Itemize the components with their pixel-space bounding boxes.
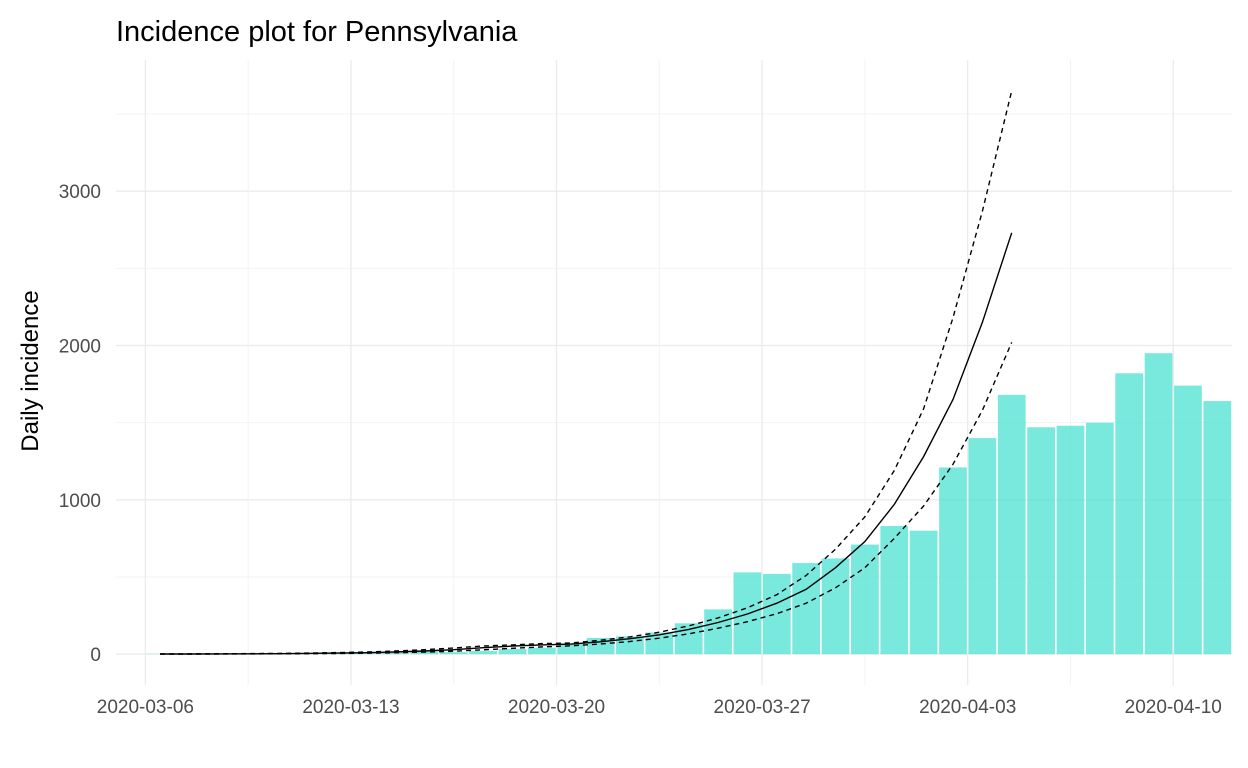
y-tick-label: 0 — [90, 645, 101, 666]
bars — [146, 353, 1232, 655]
bar — [1203, 401, 1232, 655]
x-tick-label: 2020-04-10 — [1125, 697, 1222, 718]
x-tick-label: 2020-04-03 — [919, 697, 1016, 718]
bar — [851, 544, 879, 655]
bar — [880, 526, 909, 655]
bar — [439, 652, 468, 655]
bar — [762, 573, 791, 655]
bar — [733, 572, 762, 655]
bar — [381, 652, 409, 655]
bar — [1056, 425, 1085, 655]
x-tick-label: 2020-03-06 — [97, 697, 194, 718]
bar — [939, 467, 967, 655]
grid — [116, 60, 1232, 685]
x-tick-label: 2020-03-20 — [508, 697, 605, 718]
y-axis-ticks: 0 1000 2000 3000 — [59, 182, 101, 666]
y-axis-label: Daily incidence — [17, 290, 44, 451]
x-tick-label: 2020-03-13 — [302, 697, 399, 718]
ci-upper-line — [160, 90, 1013, 655]
y-tick-label: 3000 — [59, 182, 101, 203]
bar — [498, 649, 527, 655]
y-tick-label: 2000 — [59, 336, 101, 357]
bar — [821, 558, 850, 655]
y-tick-label: 1000 — [59, 491, 101, 512]
bar — [527, 647, 556, 655]
bar — [1027, 427, 1055, 655]
bar — [968, 438, 997, 655]
fit-line — [160, 232, 1013, 655]
bar — [1085, 422, 1114, 655]
bar — [792, 563, 821, 655]
chart-title: Incidence plot for Pennsylvania — [116, 16, 518, 48]
bar — [1144, 353, 1173, 655]
bar — [469, 651, 497, 655]
bar — [1174, 385, 1202, 655]
bar — [410, 651, 439, 655]
bar — [1115, 373, 1144, 655]
x-tick-label: 2020-03-27 — [714, 697, 811, 718]
bar — [704, 609, 732, 655]
bar — [909, 530, 938, 655]
bar — [997, 394, 1026, 655]
bar — [674, 623, 703, 655]
bar — [645, 632, 674, 655]
bar — [557, 643, 586, 655]
x-axis-ticks: 2020-03-06 2020-03-13 2020-03-20 2020-03-27… — [97, 697, 1222, 718]
ci-lower-line — [160, 342, 1013, 655]
fit-lines — [160, 90, 1013, 655]
